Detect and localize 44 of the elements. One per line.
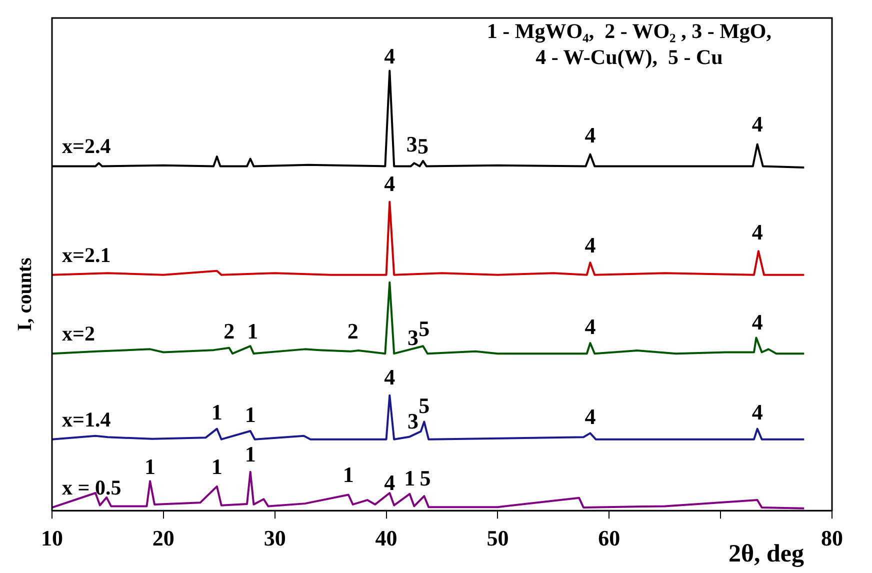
annotation: 4 (584, 232, 596, 258)
annotation: 3 (408, 324, 419, 350)
annotation: 1 (342, 462, 354, 488)
annotation: 4 (752, 400, 763, 425)
annotation: 1 (244, 442, 256, 467)
x-tick-label: 30 (264, 525, 286, 550)
annotation: 4 (384, 470, 396, 496)
annotation: 1 (144, 454, 156, 479)
annotation: 2 (347, 318, 358, 344)
annotation: 4 (384, 43, 396, 68)
annotation: 3 (406, 131, 418, 156)
x-tick-label: 10 (41, 525, 63, 550)
x-tick-label: 40 (375, 525, 398, 550)
series-label: x=2 (62, 322, 95, 346)
series-label: x = 0.5 (62, 475, 122, 500)
annotation: 4 (384, 364, 396, 390)
series-label: x=1.4 (62, 407, 112, 432)
annotation: 1 (404, 466, 416, 491)
annotation: 4 (584, 404, 596, 430)
annotation: 3 (408, 408, 419, 434)
annotation: 4 (584, 314, 596, 339)
annotation: 1 (211, 400, 222, 425)
annotation: 1 (211, 454, 222, 479)
annotation: 4 (752, 112, 763, 137)
x-tick-label: 50 (486, 525, 509, 550)
annotation: 5 (418, 316, 430, 342)
annotation: 5 (420, 466, 431, 491)
annotation: 5 (418, 134, 429, 159)
series-label: x=2.4 (62, 134, 112, 158)
annotation: 4 (752, 310, 763, 335)
x-tick-label: 20 (152, 525, 174, 550)
annotation: 1 (244, 402, 256, 427)
annotation: 4 (384, 171, 396, 196)
text: 1 - MgWO₄, 2 - WO₂ , 3 - MgO, 4 - W-Cu(W), 5 - Cu (486, 18, 772, 69)
annotation: 5 (418, 393, 430, 418)
series-label: x=2.1 (62, 242, 111, 267)
annotation: 1 (247, 318, 258, 344)
annotation: 4 (752, 219, 763, 244)
y-axis-title: I, counts (14, 257, 36, 331)
x-axis-title: 2θ, deg (728, 540, 804, 568)
annotation: 4 (584, 122, 596, 148)
annotation: 2 (224, 318, 235, 344)
x-tick-label: 60 (598, 525, 620, 550)
x-tick-label: 80 (821, 525, 843, 550)
